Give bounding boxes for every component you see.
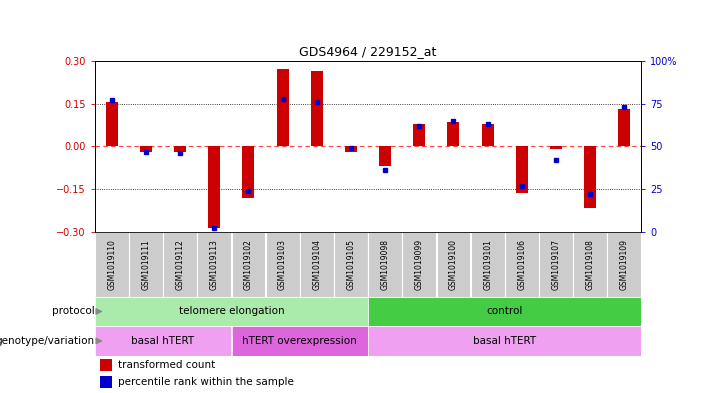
Text: GSM1019107: GSM1019107: [552, 239, 561, 290]
Text: basal hTERT: basal hTERT: [131, 336, 195, 346]
Bar: [334, 232, 368, 297]
Text: GSM1019103: GSM1019103: [278, 239, 287, 290]
Text: transformed count: transformed count: [118, 360, 215, 370]
Bar: [447, 122, 459, 146]
Text: GSM1019111: GSM1019111: [142, 239, 151, 290]
Bar: [414, 123, 426, 146]
Text: GSM1019108: GSM1019108: [585, 239, 594, 290]
Text: GSM1019101: GSM1019101: [483, 239, 492, 290]
Text: hTERT overexpression: hTERT overexpression: [243, 336, 357, 346]
Bar: [266, 232, 299, 297]
Text: control: control: [486, 307, 523, 316]
Bar: [516, 146, 528, 193]
Bar: [402, 232, 436, 297]
Bar: [345, 146, 357, 152]
Text: protocol: protocol: [52, 307, 95, 316]
Text: basal hTERT: basal hTERT: [473, 336, 536, 346]
Bar: [140, 146, 152, 152]
Bar: [277, 70, 289, 146]
Bar: [231, 232, 266, 297]
Bar: [470, 232, 505, 297]
Bar: [368, 297, 641, 326]
Text: GSM1019109: GSM1019109: [620, 239, 629, 290]
Bar: [584, 146, 596, 208]
Bar: [368, 232, 402, 297]
Text: GSM1019098: GSM1019098: [381, 239, 390, 290]
Text: percentile rank within the sample: percentile rank within the sample: [118, 377, 294, 387]
Bar: [482, 123, 494, 146]
Bar: [197, 232, 231, 297]
Bar: [95, 232, 129, 297]
Bar: [550, 146, 562, 149]
Bar: [174, 146, 186, 152]
Bar: [618, 109, 630, 146]
Bar: [163, 232, 197, 297]
Bar: [368, 326, 641, 356]
Text: GSM1019104: GSM1019104: [312, 239, 321, 290]
Bar: [208, 146, 220, 228]
Bar: [100, 359, 112, 371]
Bar: [129, 232, 163, 297]
Bar: [106, 102, 118, 146]
Text: GSM1019112: GSM1019112: [175, 239, 184, 290]
Bar: [95, 297, 368, 326]
Text: GSM1019113: GSM1019113: [210, 239, 219, 290]
Text: GSM1019102: GSM1019102: [244, 239, 253, 290]
Bar: [607, 232, 641, 297]
Bar: [95, 326, 231, 356]
Bar: [539, 232, 573, 297]
Text: GSM1019110: GSM1019110: [107, 239, 116, 290]
Text: GSM1019099: GSM1019099: [415, 239, 424, 290]
Text: GSM1019106: GSM1019106: [517, 239, 526, 290]
Text: genotype/variation: genotype/variation: [0, 336, 95, 346]
Bar: [437, 232, 470, 297]
Bar: [231, 326, 368, 356]
Title: GDS4964 / 229152_at: GDS4964 / 229152_at: [299, 45, 437, 58]
Bar: [243, 146, 254, 198]
Bar: [505, 232, 539, 297]
Bar: [100, 376, 112, 388]
Text: GSM1019105: GSM1019105: [346, 239, 355, 290]
Bar: [379, 146, 391, 166]
Bar: [573, 232, 607, 297]
Bar: [300, 232, 334, 297]
Text: telomere elongation: telomere elongation: [179, 307, 284, 316]
Text: GSM1019100: GSM1019100: [449, 239, 458, 290]
Bar: [311, 71, 322, 146]
